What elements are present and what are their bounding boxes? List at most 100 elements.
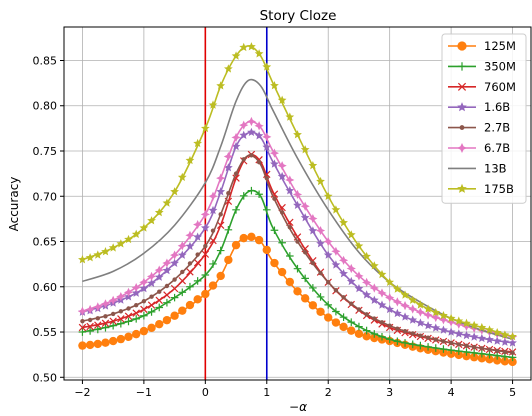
data-point [239,192,248,200]
data-point [109,317,117,325]
data-point [362,326,371,335]
data-point [185,230,195,240]
x-tick-label: 1 [263,386,270,399]
data-point [193,232,203,241]
data-point [369,283,379,293]
data-point [439,345,448,353]
data-point [493,356,502,365]
series-layer [77,42,518,367]
legend-label: 760M [484,80,516,94]
data-point [154,265,164,275]
data-point [154,207,164,217]
data-point [293,130,302,139]
data-point [239,120,249,130]
data-point [216,81,226,90]
data-point [309,256,317,265]
data-point [323,191,333,200]
data-point [500,357,510,366]
data-point [385,335,394,344]
data-point [286,252,294,260]
data-point [132,329,141,339]
legend-item: 13B [448,161,507,175]
data-point [118,309,124,314]
data-point [95,316,100,321]
data-point [333,288,339,293]
data-point [201,250,210,258]
data-point [469,320,479,330]
data-point [362,290,371,299]
y-tick-label: 0.50 [33,371,58,384]
data-point [178,288,187,297]
data-point [224,163,233,172]
data-point [170,258,179,267]
data-point [162,198,172,207]
data-point [233,171,239,176]
data-point [457,41,467,51]
data-point [415,307,425,317]
data-point [262,206,271,214]
data-point [318,270,323,276]
data-point [324,301,333,309]
data-point [162,258,172,268]
data-point [123,287,134,297]
data-point [208,205,218,215]
data-point [256,159,262,165]
x-tick-label: 2 [325,386,332,399]
data-point [377,288,387,298]
data-point [293,264,302,273]
data-point [247,42,256,51]
data-point [431,344,440,352]
data-point [338,255,349,265]
data-point [124,234,133,244]
data-point [195,252,200,257]
y-tick-label: 0.80 [33,100,58,113]
data-point [478,349,486,358]
data-point [464,343,469,348]
data-point [462,318,471,327]
data-point [116,334,126,344]
data-point [185,241,195,250]
data-point [147,216,156,225]
data-point [124,317,133,326]
data-point [346,230,356,239]
data-point [231,51,241,60]
data-point [387,323,392,328]
data-point [101,338,110,347]
data-point [462,348,471,356]
x-tick-label: −2 [74,386,90,399]
data-point [500,330,510,339]
data-point [332,307,340,316]
data-point [287,225,293,230]
data-point [339,313,348,322]
data-point [331,246,341,256]
x-tick-label: 5 [509,386,516,399]
data-point [400,312,410,321]
data-point [155,296,163,305]
data-point [80,318,85,324]
legend-label: 6.7B [484,141,510,155]
data-point [502,349,508,355]
data-point [446,313,456,323]
data-point [270,159,279,168]
data-point [457,183,467,193]
data-point [410,331,415,336]
data-point [446,317,456,327]
data-point [108,295,118,305]
data-point [85,253,95,262]
data-point [163,291,171,299]
data-point [300,201,310,211]
data-point [277,161,287,171]
data-point [309,284,317,292]
data-point [131,288,141,297]
data-point [216,187,226,196]
data-point [277,95,287,104]
data-point [178,277,187,285]
data-point [341,295,346,300]
data-point [323,250,333,259]
data-point [116,291,126,302]
data-point [308,213,318,224]
data-point [101,247,110,256]
data-point [134,302,139,308]
data-point [208,100,218,109]
